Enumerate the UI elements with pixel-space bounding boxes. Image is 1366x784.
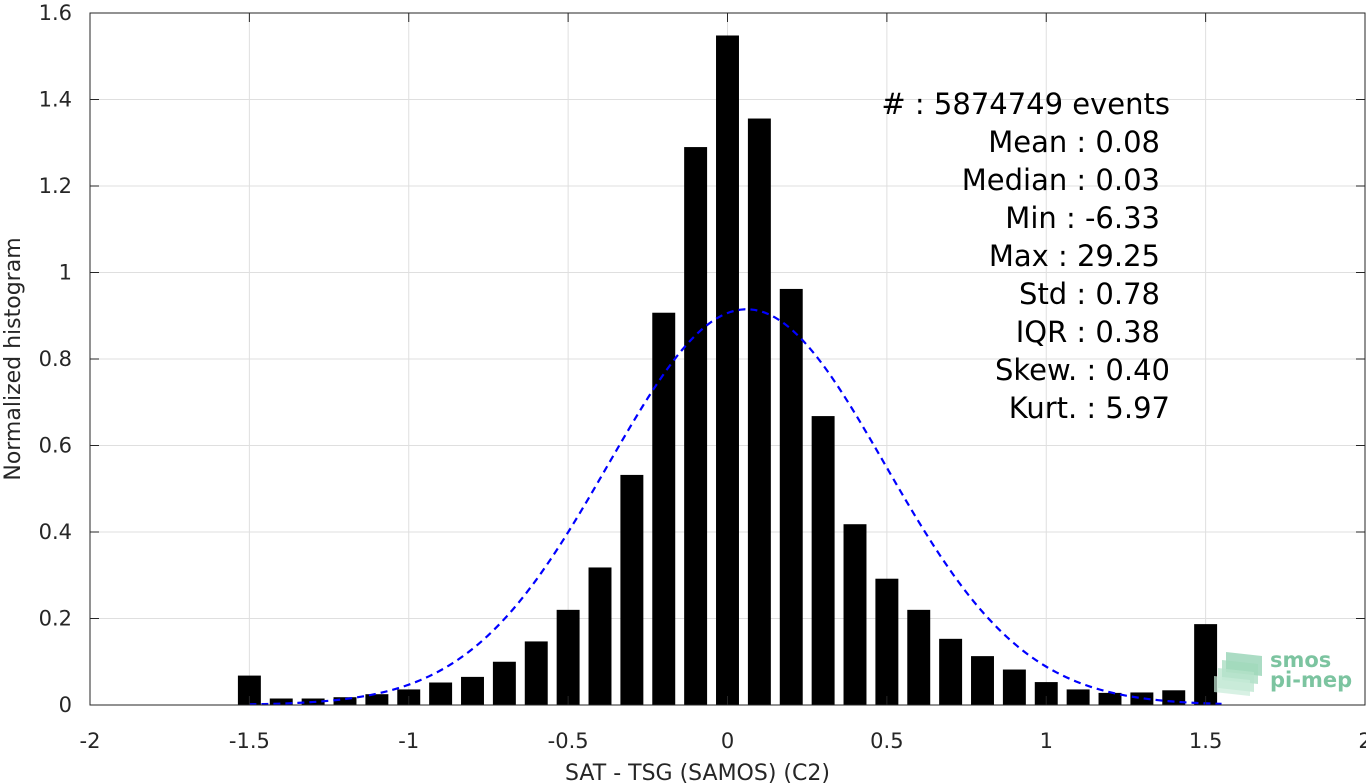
histogram-bar: [620, 474, 644, 705]
x-tick-label: 1.5: [1189, 729, 1222, 753]
y-tick-label: 1.4: [39, 88, 72, 112]
logo-text-smos: smos: [1270, 648, 1331, 672]
y-tick-label: 1: [59, 261, 72, 285]
y-tick-label: 0.4: [39, 520, 72, 544]
histogram-bar: [269, 698, 293, 705]
histogram-bar: [556, 609, 580, 705]
stat-line: Std : 0.78: [1019, 277, 1160, 311]
histogram-bar: [1034, 682, 1058, 705]
y-tick-label: 0.2: [39, 607, 72, 631]
histogram-bar: [1066, 689, 1090, 705]
x-tick-label: -0.5: [548, 729, 589, 753]
histogram-bar: [365, 694, 389, 705]
histogram-bar: [1098, 692, 1122, 705]
histogram-bar: [524, 641, 548, 705]
histogram-bar: [811, 416, 835, 705]
histogram-bars: [237, 35, 1218, 706]
y-tick-label: 0.8: [39, 347, 72, 371]
histogram-bar: [747, 118, 771, 705]
histogram-bar: [939, 638, 963, 705]
histogram-bar: [652, 312, 676, 705]
stat-line: IQR : 0.38: [1016, 315, 1160, 349]
histogram-bar: [875, 578, 899, 705]
histogram-bar: [779, 288, 803, 705]
x-axis-label: SAT - TSG (SAMOS) (C2): [565, 761, 830, 784]
x-tick-labels: -2 -1.5 -1 -0.5 0 0.5 1 1.5 2: [80, 729, 1366, 753]
histogram-bar: [492, 661, 516, 705]
histogram-bar: [684, 147, 708, 705]
histogram-bar: [333, 697, 357, 705]
statistics-annotation: # : 5874749 events Mean : 0.08 Median : 0.…: [881, 87, 1170, 425]
stat-line: Median : 0.03: [962, 163, 1160, 197]
histogram-bar: [1002, 669, 1026, 705]
y-tick-label: 1.2: [39, 174, 72, 198]
x-tick-label: -1.5: [229, 729, 270, 753]
x-tick-label: -2: [80, 729, 101, 753]
histogram-bar: [237, 675, 261, 705]
logo-emblem-icon: [1214, 652, 1262, 696]
x-tick-label: 0: [721, 729, 734, 753]
x-tick-label: 2: [1358, 729, 1366, 753]
histogram-bar: [907, 609, 931, 705]
histogram-bar: [971, 656, 994, 705]
y-tick-label: 0.6: [39, 434, 72, 458]
histogram-bar: [843, 524, 867, 705]
x-tick-label: 1: [1040, 729, 1053, 753]
histogram-bar: [716, 35, 739, 706]
stat-line: # : 5874749 events: [881, 87, 1170, 121]
histogram-bar: [461, 676, 484, 705]
y-tick-label: 0: [59, 693, 72, 717]
x-tick-label: -1: [398, 729, 419, 753]
histogram-bar: [429, 682, 453, 705]
smos-pimep-logo: smos pi-mep: [1214, 648, 1352, 696]
axis-ticks: [89, 12, 1366, 706]
stat-line: Max : 29.25: [989, 239, 1160, 273]
stat-line: Kurt. : 5.97: [1009, 391, 1170, 425]
logo-text-pimep: pi-mep: [1270, 668, 1352, 692]
y-axis-label: Normalized histogram: [1, 237, 26, 480]
stat-line: Mean : 0.08: [988, 125, 1160, 159]
stat-line: Skew. : 0.40: [995, 353, 1170, 387]
histogram-bar: [1194, 624, 1218, 705]
histogram-bar: [1130, 692, 1154, 705]
histogram-bar: [588, 567, 612, 705]
y-tick-label: 1.6: [39, 1, 72, 25]
y-tick-labels: 0 0.2 0.4 0.6 0.8 1 1.2 1.4 1.6: [39, 1, 72, 717]
stat-line: Min : -6.33: [1005, 201, 1160, 235]
x-tick-label: 0.5: [870, 729, 903, 753]
